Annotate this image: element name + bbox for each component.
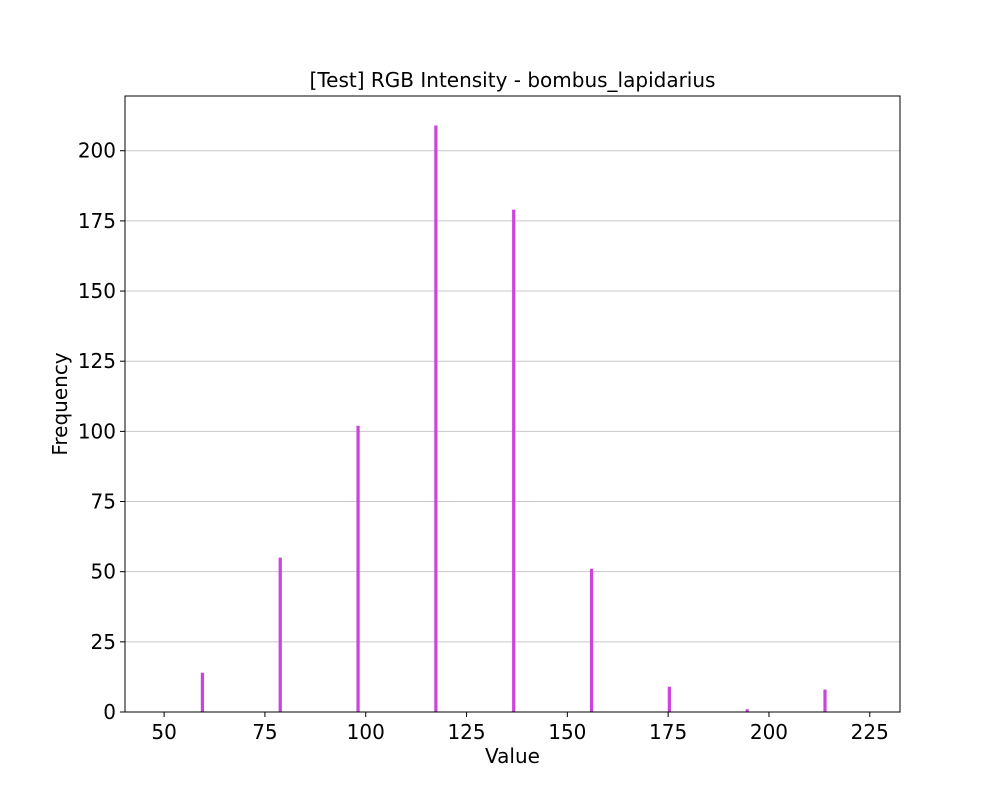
y-tick-label: 50 — [91, 560, 116, 584]
y-tick-label: 0 — [103, 700, 116, 724]
histogram-bar — [278, 557, 282, 712]
y-tick-label: 100 — [78, 419, 116, 443]
x-tick-label: 175 — [649, 720, 687, 744]
y-tick-label: 75 — [91, 490, 116, 514]
chart-title: [Test] RGB Intensity - bombus_lapidarius — [310, 68, 716, 92]
histogram-bar — [667, 686, 671, 712]
y-tick-label: 125 — [78, 349, 116, 373]
y-tick-label: 25 — [91, 630, 116, 654]
x-tick-label: 150 — [548, 720, 586, 744]
y-axis-ticks: 0 25 50 75 100 125 150 175 200 — [78, 139, 125, 724]
y-tick-label: 150 — [78, 279, 116, 303]
histogram-bar — [589, 568, 594, 712]
x-axis-label: Value — [485, 744, 540, 768]
histogram-bar — [745, 709, 749, 712]
histogram-bar — [356, 425, 360, 712]
x-tick-label: 200 — [750, 720, 788, 744]
x-tick-label: 75 — [252, 720, 277, 744]
y-axis-label: Frequency — [48, 352, 72, 455]
histogram-bar — [434, 125, 438, 712]
x-tick-label: 100 — [347, 720, 385, 744]
x-axis-ticks: 50 75 100 125 150 175 200 225 — [151, 712, 889, 744]
plot-frame — [124, 95, 901, 713]
histogram-bar — [200, 672, 205, 712]
x-tick-label: 50 — [151, 720, 176, 744]
bars — [200, 125, 827, 712]
x-tick-label: 225 — [851, 720, 889, 744]
x-tick-label: 125 — [447, 720, 485, 744]
y-tick-label: 175 — [78, 209, 116, 233]
histogram-bar — [823, 689, 827, 712]
histogram-bar — [512, 209, 516, 712]
y-tick-label: 200 — [78, 139, 116, 163]
